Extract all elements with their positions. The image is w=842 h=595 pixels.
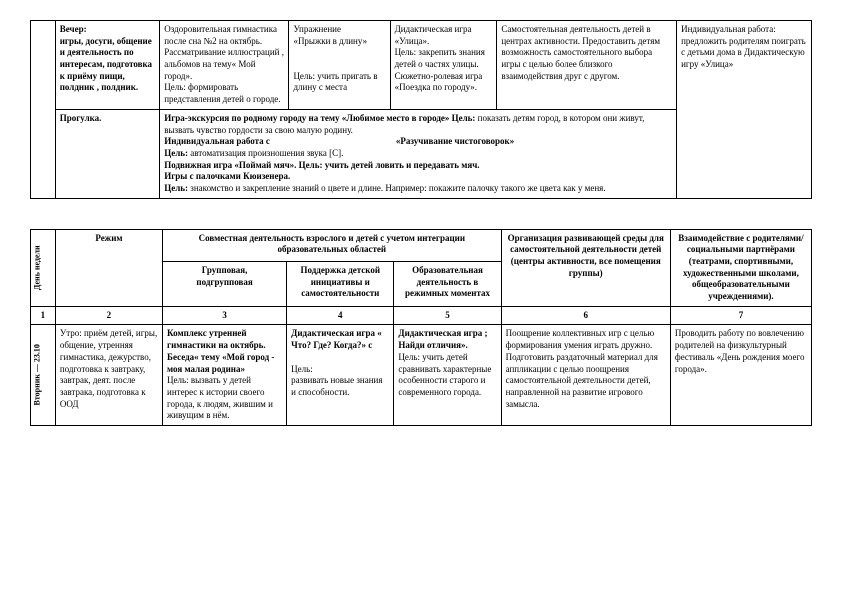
header-row-1: День недели Режим Совместная деятельност…	[31, 229, 812, 261]
morning-row: Вторник — 23.10 Утро: приём детей, игры,…	[31, 325, 812, 426]
n1: 1	[31, 306, 56, 325]
morning-c5: Поощрение коллективных игр с целью форми…	[501, 325, 670, 426]
partner-header: Взаимодействие с родителями/ социальными…	[670, 229, 811, 306]
evening-col4: Дидактическая игра «Улица».Цель: закрепи…	[390, 21, 497, 110]
morning-c2a: Комплекс утренней гимнастики на октябрь.	[167, 328, 266, 350]
support-header: Поддержка детской инициативы и самостоят…	[287, 261, 394, 306]
walk-d: «Разучивание чистоговорок»	[396, 136, 514, 146]
org-header: Организация развивающей среды для самост…	[501, 229, 670, 306]
day-cell-empty	[31, 21, 56, 199]
day-header: День недели	[31, 229, 56, 306]
walk-g: Подвижная игра «Поймай мяч». Цель: учить…	[164, 160, 479, 170]
walk-f: автоматизация произношения звука [С].	[190, 148, 343, 158]
n2: 2	[55, 306, 162, 325]
schedule-table-2: День недели Режим Совместная деятельност…	[30, 229, 812, 426]
day-vtornik: Вторник — 23.10	[31, 325, 56, 426]
morning-c6: Проводить работу по вовлечению родителей…	[670, 325, 811, 426]
evening-col5: Самостоятельная деятельность детей в цен…	[497, 21, 677, 110]
morning-c4a: Дидактическая игра ; Найди отличия».	[398, 328, 487, 350]
evening-col6: Индивидуальная работа: предложить родите…	[677, 21, 812, 199]
morning-c3b: Цель:развивать новые знания и способност…	[291, 364, 382, 397]
morning-c2c: Цель: вызвать у детей интерес к истории …	[167, 375, 273, 420]
walk-label: Прогулка.	[55, 109, 160, 198]
walk-j: знакомство и закрепление знаний о цвете …	[190, 183, 605, 193]
n6: 6	[501, 306, 670, 325]
edu-header: Образовательная деятельность в режимных …	[394, 261, 501, 306]
n5: 5	[394, 306, 501, 325]
morning-regime: Утро: приём детей, игры, общение, утренн…	[55, 325, 162, 426]
walk-content: Игра-экскурсия по родному городу на тему…	[160, 109, 677, 198]
morning-c4: Дидактическая игра ; Найди отличия». Цел…	[394, 325, 501, 426]
joint-header: Совместная деятельность взрослого и дете…	[163, 229, 502, 261]
walk-a: Игра-экскурсия по родному городу на тему…	[164, 113, 477, 123]
morning-c4b: Цель: учить детей сравнивать характерные…	[398, 352, 491, 397]
regime-header: Режим	[55, 229, 162, 306]
morning-c2b: Беседа« тему «Мой город - моя малая роди…	[167, 352, 274, 374]
schedule-table-1: Вечер:игры, досуги, общение и деятельнос…	[30, 20, 812, 199]
evening-col2: Оздоровительная гимнастика после сна №2 …	[160, 21, 289, 110]
evening-label: Вечер:игры, досуги, общение и деятельнос…	[60, 24, 152, 92]
morning-c2: Комплекс утренней гимнастики на октябрь.…	[163, 325, 287, 426]
n4: 4	[287, 306, 394, 325]
n7: 7	[670, 306, 811, 325]
walk-h: Игры с палочками Кюизенера.	[164, 171, 290, 181]
group-header: Групповая,подгрупповая	[163, 261, 287, 306]
evening-regime: Вечер:игры, досуги, общение и деятельнос…	[55, 21, 160, 110]
walk-c: Индивидуальная работа с	[164, 136, 270, 146]
evening-row: Вечер:игры, досуги, общение и деятельнос…	[31, 21, 812, 110]
morning-c3: Дидактическая игра « Что? Где? Когда?» с…	[287, 325, 394, 426]
number-row: 1 2 3 4 5 6 7	[31, 306, 812, 325]
walk-e: Цель:	[164, 148, 190, 158]
evening-col3: Упражнение«Прыжки в длину»Цель: учить пр…	[289, 21, 390, 110]
walk-i: Цель:	[164, 183, 190, 193]
morning-c3a: Дидактическая игра « Что? Где? Когда?» с	[291, 328, 382, 350]
n3: 3	[163, 306, 287, 325]
